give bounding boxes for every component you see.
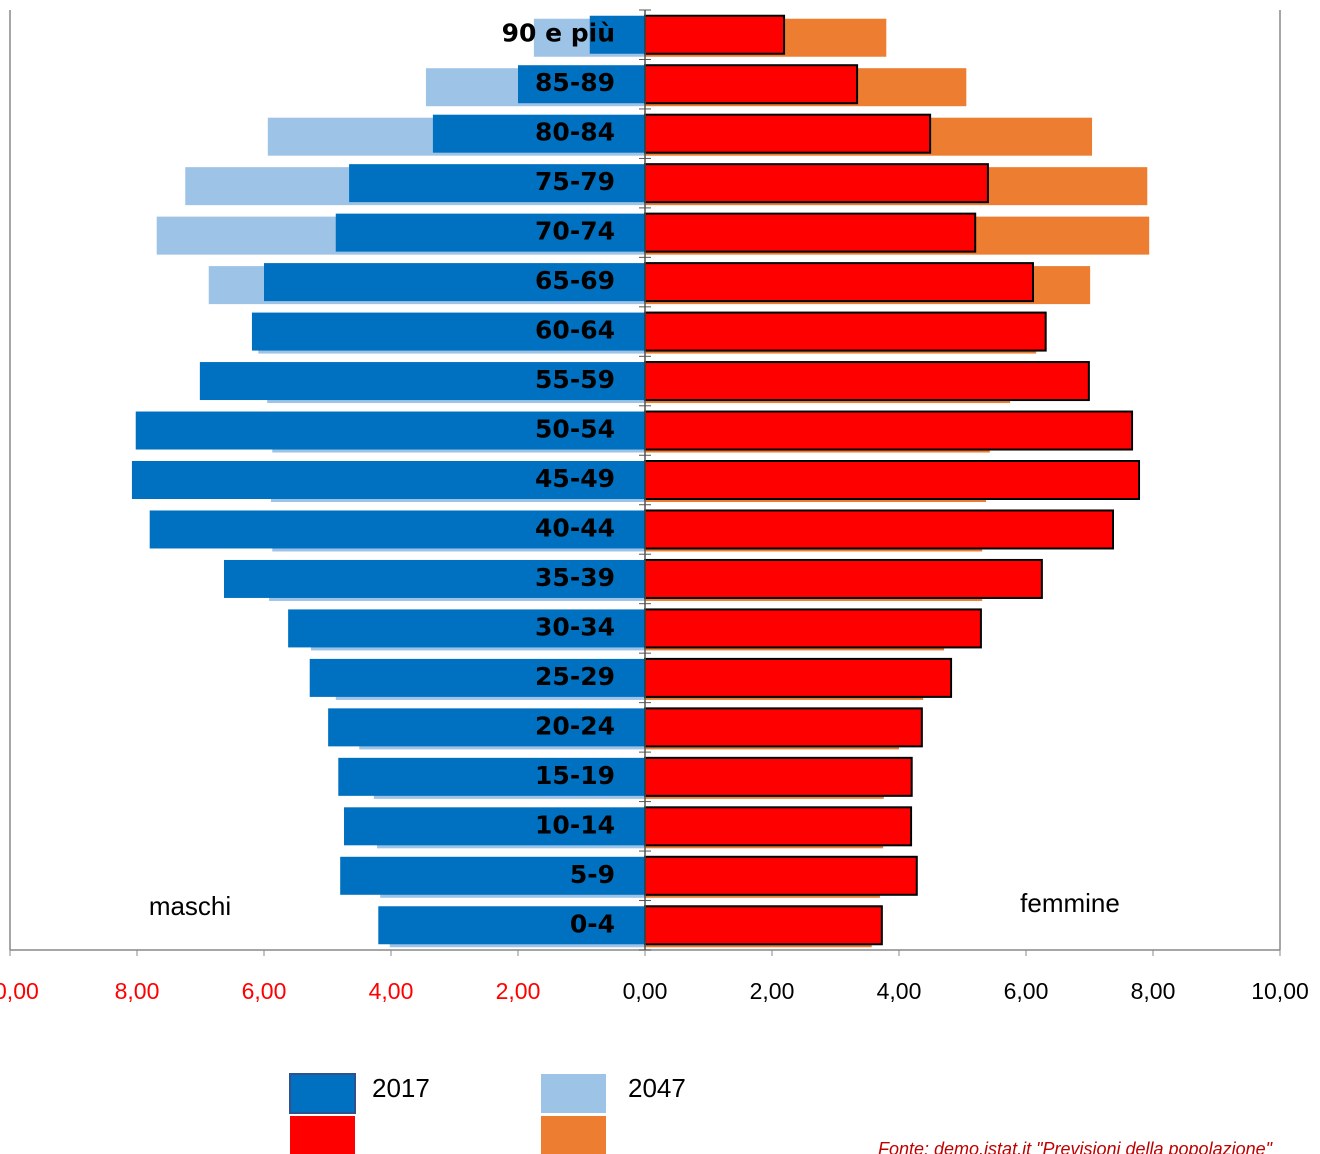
category-label: 75-79 <box>535 167 615 196</box>
bar <box>644 756 913 797</box>
bar <box>264 263 645 302</box>
category-label: 0-4 <box>570 909 615 938</box>
bar <box>644 509 1114 550</box>
legend-swatch <box>541 1074 606 1113</box>
category-label: 5-9 <box>570 860 615 889</box>
bar <box>644 707 923 748</box>
x-tick-label: 10,00 <box>0 978 39 1004</box>
category-label: 45-49 <box>535 464 615 493</box>
category-label: 60-64 <box>535 316 615 345</box>
bar <box>349 164 645 203</box>
bar <box>644 905 883 946</box>
category-label: 10-14 <box>535 810 615 839</box>
category-label: 80-84 <box>535 118 615 147</box>
bar <box>432 114 645 153</box>
legend-label: 2047 <box>628 1073 686 1103</box>
bar <box>644 113 932 154</box>
category-label: 85-89 <box>535 68 615 97</box>
bar <box>644 657 953 698</box>
category-label: 50-54 <box>535 415 615 444</box>
bar <box>378 906 645 945</box>
bar <box>589 15 645 54</box>
x-tick-label: 6,00 <box>242 978 287 1004</box>
legend-swatch <box>289 1073 356 1114</box>
bar <box>644 608 982 649</box>
category-label: 30-34 <box>535 612 615 641</box>
bar <box>644 212 977 253</box>
x-tick-label: 8,00 <box>115 978 160 1004</box>
category-label: 70-74 <box>535 217 615 246</box>
category-label: 35-39 <box>535 563 615 592</box>
bar <box>335 213 645 252</box>
bar <box>131 461 646 499</box>
bar <box>644 311 1047 352</box>
x-tick-label: 0,00 <box>623 978 668 1004</box>
bar <box>288 609 645 648</box>
x-tick-label: 2,00 <box>750 978 795 1004</box>
legend-swatch <box>541 1116 606 1154</box>
bar <box>644 558 1043 599</box>
x-tick-label: 4,00 <box>369 978 414 1004</box>
source-note: Fonte: demo.istat.it "Previsioni della p… <box>878 1139 1274 1154</box>
bar <box>644 806 913 847</box>
bar <box>644 163 989 204</box>
bar <box>644 64 859 105</box>
bar <box>644 361 1090 402</box>
bar <box>328 708 645 747</box>
bar <box>340 856 645 895</box>
category-label: 20-24 <box>535 711 615 740</box>
legend-swatch <box>290 1116 355 1154</box>
bar <box>644 262 1034 303</box>
bar <box>149 510 645 549</box>
category-label: 40-44 <box>535 513 615 542</box>
bar <box>309 658 645 697</box>
bar <box>644 410 1134 451</box>
bar <box>338 757 645 796</box>
bar <box>644 855 918 896</box>
right-panel-label: femmine <box>1020 888 1120 918</box>
x-tick-label: 10,00 <box>1251 978 1309 1004</box>
x-tick-label: 8,00 <box>1131 978 1176 1004</box>
category-label: 15-19 <box>535 761 615 790</box>
bar <box>199 362 646 401</box>
bar <box>223 559 645 598</box>
category-label: 90 e più <box>502 19 615 48</box>
bar <box>135 411 646 450</box>
left-panel-label: maschi <box>149 891 231 921</box>
category-label: 55-59 <box>535 365 615 394</box>
x-tick-label: 2,00 <box>496 978 541 1004</box>
category-label: 25-29 <box>535 662 615 691</box>
bar <box>518 65 645 104</box>
x-tick-label: 4,00 <box>877 978 922 1004</box>
category-label: 65-69 <box>535 266 615 295</box>
bar <box>251 312 645 351</box>
bar <box>644 14 786 55</box>
bar <box>644 460 1141 500</box>
bar <box>344 807 645 846</box>
x-tick-label: 6,00 <box>1004 978 1049 1004</box>
legend-label: 2017 <box>372 1073 430 1103</box>
